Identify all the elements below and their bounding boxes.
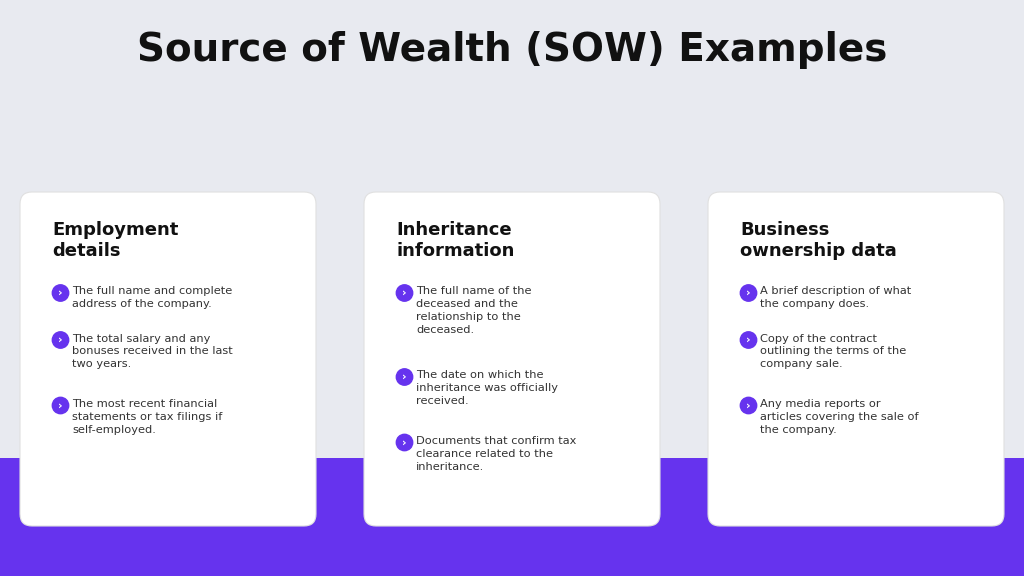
Text: ›: ›: [402, 438, 407, 448]
Text: The most recent financial
statements or tax filings if
self-employed.: The most recent financial statements or …: [72, 399, 222, 435]
Text: Employment
details: Employment details: [52, 221, 178, 260]
Circle shape: [396, 434, 413, 450]
Text: Source of Wealth (SOW) Examples: Source of Wealth (SOW) Examples: [137, 31, 887, 69]
Text: A brief description of what
the company does.: A brief description of what the company …: [760, 286, 911, 309]
Text: ›: ›: [402, 372, 407, 382]
Text: Documents that confirm tax
clearance related to the
inheritance.: Documents that confirm tax clearance rel…: [416, 436, 577, 472]
Circle shape: [52, 285, 69, 301]
Text: The total salary and any
bonuses received in the last
two years.: The total salary and any bonuses receive…: [72, 334, 232, 369]
Text: ›: ›: [58, 288, 62, 298]
FancyBboxPatch shape: [364, 192, 660, 526]
Text: ›: ›: [746, 400, 751, 411]
Text: ›: ›: [58, 400, 62, 411]
Circle shape: [396, 369, 413, 385]
Circle shape: [52, 332, 69, 348]
Circle shape: [740, 397, 757, 414]
Text: Copy of the contract
outlining the terms of the
company sale.: Copy of the contract outlining the terms…: [760, 334, 906, 369]
Text: The full name of the
deceased and the
relationship to the
deceased.: The full name of the deceased and the re…: [416, 286, 531, 335]
Text: ›: ›: [746, 288, 751, 298]
Text: Business
ownership data: Business ownership data: [740, 221, 897, 260]
Text: Inheritance
information: Inheritance information: [396, 221, 514, 260]
Text: Any media reports or
articles covering the sale of
the company.: Any media reports or articles covering t…: [760, 399, 919, 435]
Text: ›: ›: [58, 335, 62, 345]
Text: The date on which the
inheritance was officially
received.: The date on which the inheritance was of…: [416, 370, 558, 406]
Bar: [0, 458, 1024, 576]
Text: ›: ›: [402, 288, 407, 298]
Circle shape: [52, 397, 69, 414]
Text: ›: ›: [746, 335, 751, 345]
FancyBboxPatch shape: [708, 192, 1004, 526]
Circle shape: [740, 332, 757, 348]
Text: The full name and complete
address of the company.: The full name and complete address of th…: [72, 286, 232, 309]
Circle shape: [396, 285, 413, 301]
FancyBboxPatch shape: [20, 192, 316, 526]
Circle shape: [740, 285, 757, 301]
